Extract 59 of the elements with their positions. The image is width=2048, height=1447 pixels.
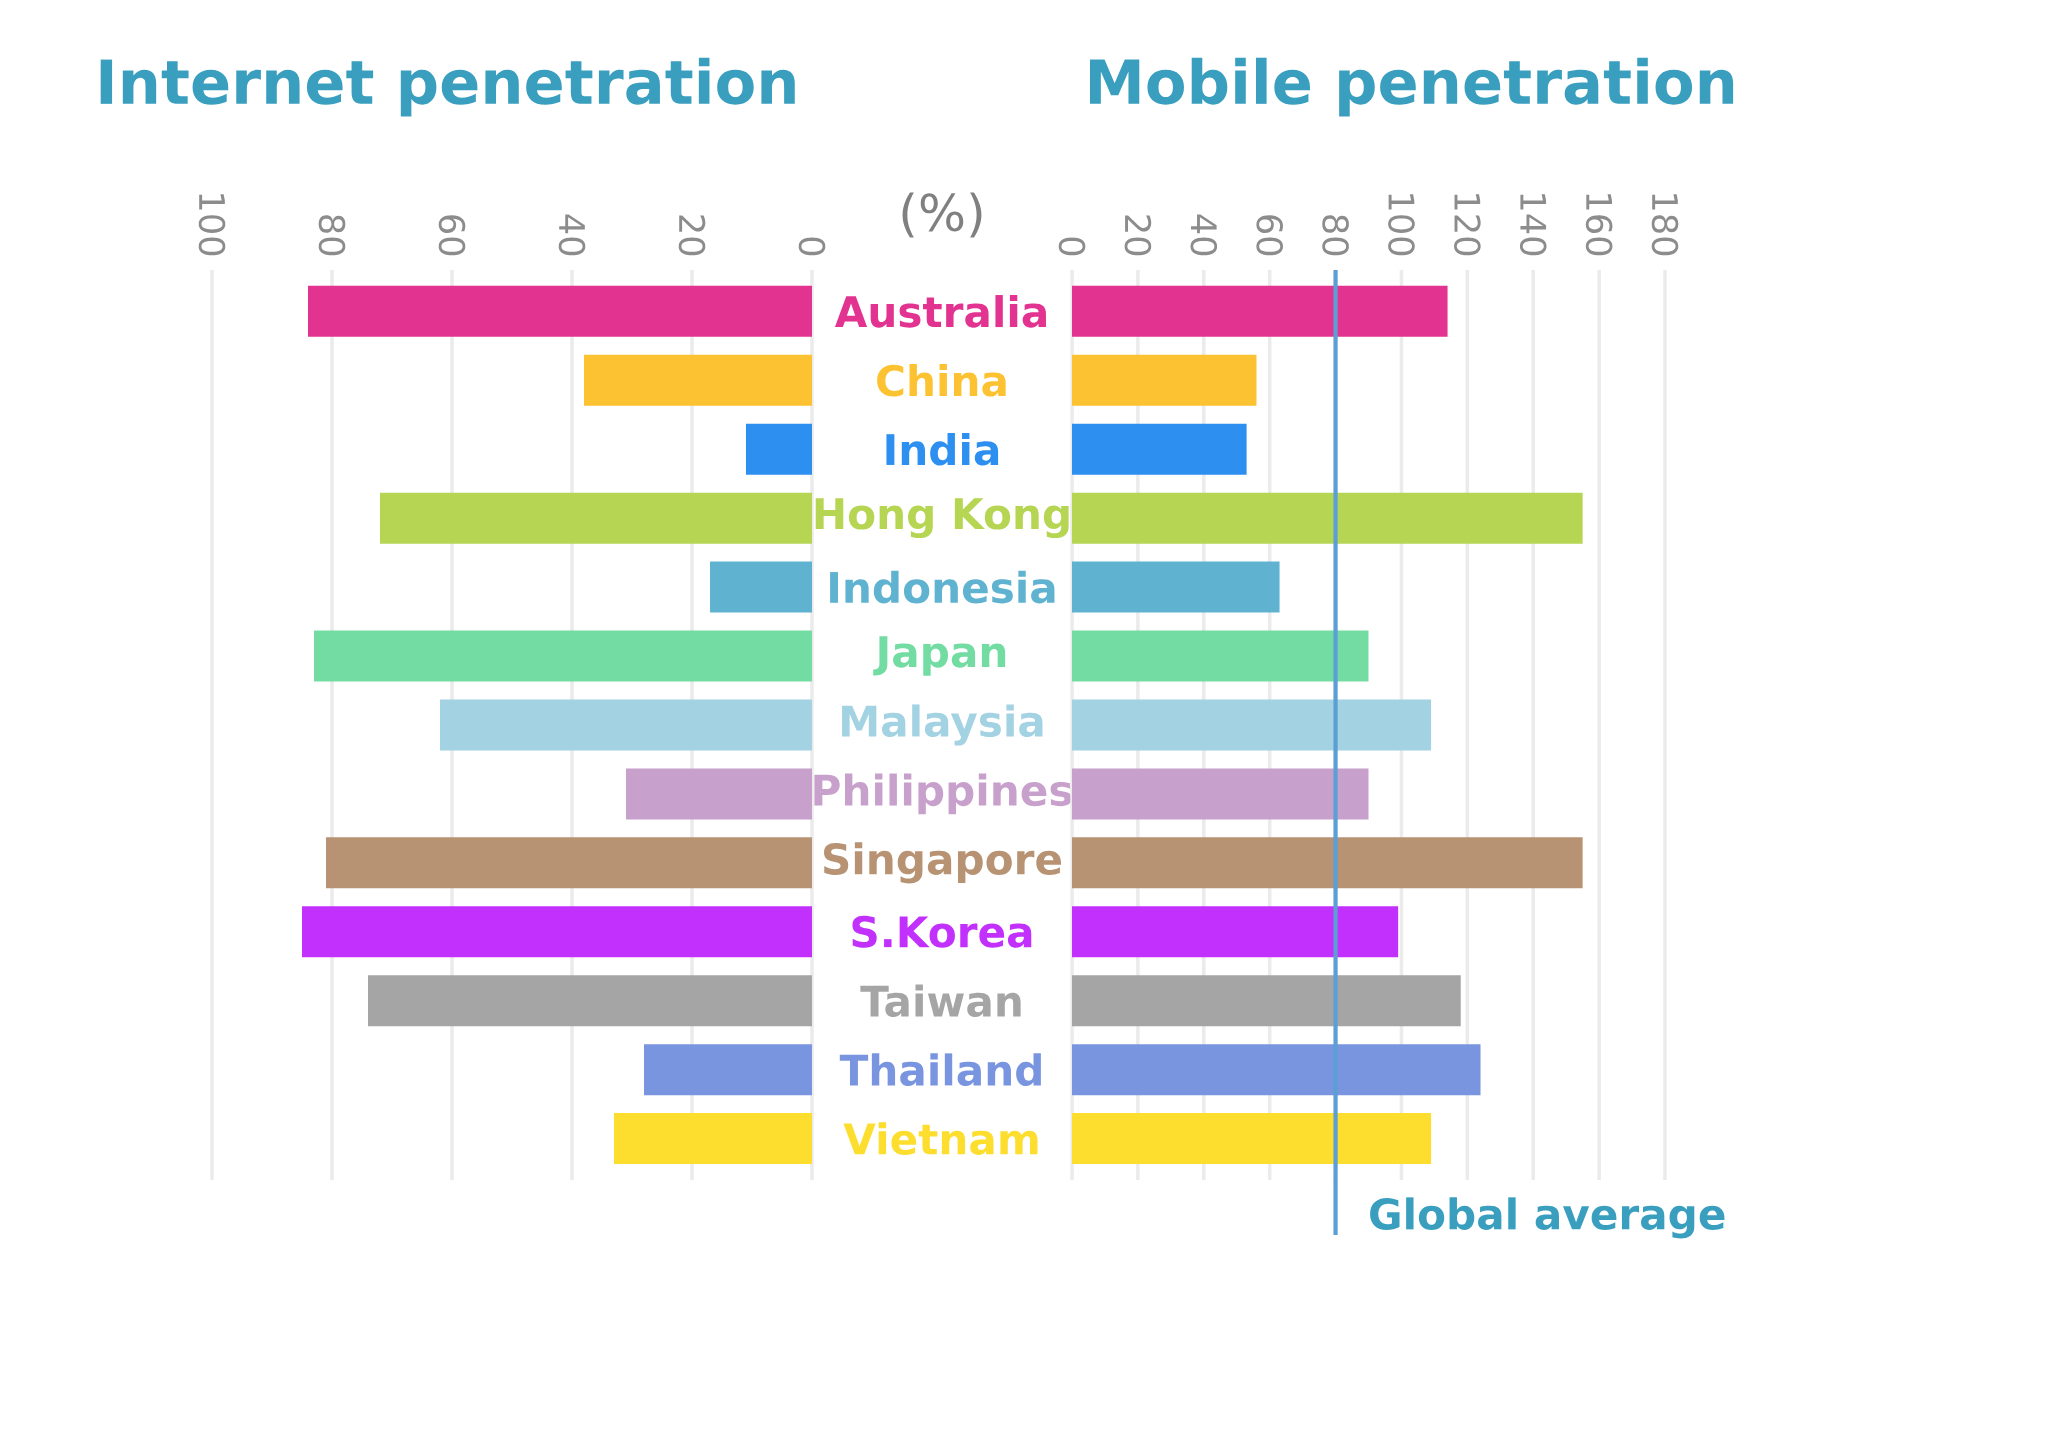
y-tick-label: Thailand <box>839 1053 1041 1087</box>
bar <box>367 975 812 1027</box>
x-tick-label: 80 <box>318 215 346 256</box>
x-tick-label: 180 <box>1651 194 1679 256</box>
bar <box>709 561 812 613</box>
y-tick-label: Singapore <box>823 842 1062 884</box>
x-tick-label: 60 <box>1256 215 1283 256</box>
text: (%) <box>902 192 982 238</box>
bar <box>1072 768 1369 820</box>
bar <box>326 837 812 889</box>
bar <box>307 285 812 337</box>
x-tick-label: 40 <box>1190 214 1218 256</box>
bar <box>1072 354 1257 406</box>
chart-title: Mobile penetration <box>1089 57 1734 117</box>
y-tick-label: India <box>886 432 999 466</box>
bar <box>1072 1044 1481 1096</box>
x-tick-label: 0 <box>798 237 826 256</box>
bar <box>1072 492 1583 544</box>
bar <box>302 906 812 958</box>
x-tick-label: 80 <box>1322 215 1349 256</box>
bar <box>314 630 812 682</box>
x-tick-label: 120 <box>1454 194 1481 256</box>
y-tick-label: S.Korea <box>852 915 1032 948</box>
bar <box>1072 285 1448 337</box>
x-tick-label: 100 <box>198 194 226 256</box>
y-tick-label: Hong Kong <box>815 498 1069 539</box>
bar <box>1072 423 1247 475</box>
y-tick-label: China <box>877 364 1006 397</box>
bar <box>1072 975 1461 1027</box>
x-tick-label: 0 <box>1058 237 1086 256</box>
x-tick-label: 160 <box>1585 194 1613 256</box>
bar <box>1072 837 1583 889</box>
bar <box>584 354 812 406</box>
bar <box>614 1113 812 1165</box>
bar <box>1072 699 1432 751</box>
bar <box>644 1044 812 1096</box>
y-tick-label: Philippines <box>814 773 1072 815</box>
bar <box>626 768 812 820</box>
bar <box>439 699 812 751</box>
bar <box>1072 1113 1432 1165</box>
x-tick-label: 40 <box>558 214 586 256</box>
y-tick-label: Vietnam <box>843 1122 1038 1155</box>
bar <box>379 492 812 544</box>
bar <box>1072 906 1399 958</box>
chart-title: Internet penetration <box>100 57 795 117</box>
x-tick-label: 140 <box>1519 194 1547 256</box>
x-tick-label: 60 <box>438 215 466 256</box>
bar <box>1072 630 1369 682</box>
y-tick-label: Australia <box>834 295 1046 328</box>
y-tick-label: Japan <box>873 636 1006 676</box>
y-tick-label: Indonesia <box>830 570 1055 604</box>
x-tick-label: 100 <box>1388 194 1415 256</box>
ref-line-label: Global average <box>1370 1197 1725 1239</box>
x-tick-label: 20 <box>1124 215 1152 256</box>
bar <box>1072 561 1280 613</box>
x-tick-label: 20 <box>678 215 706 256</box>
bar <box>746 423 812 475</box>
y-tick-label: Taiwan <box>860 984 1021 1018</box>
y-tick-label: Malaysia <box>842 704 1043 746</box>
